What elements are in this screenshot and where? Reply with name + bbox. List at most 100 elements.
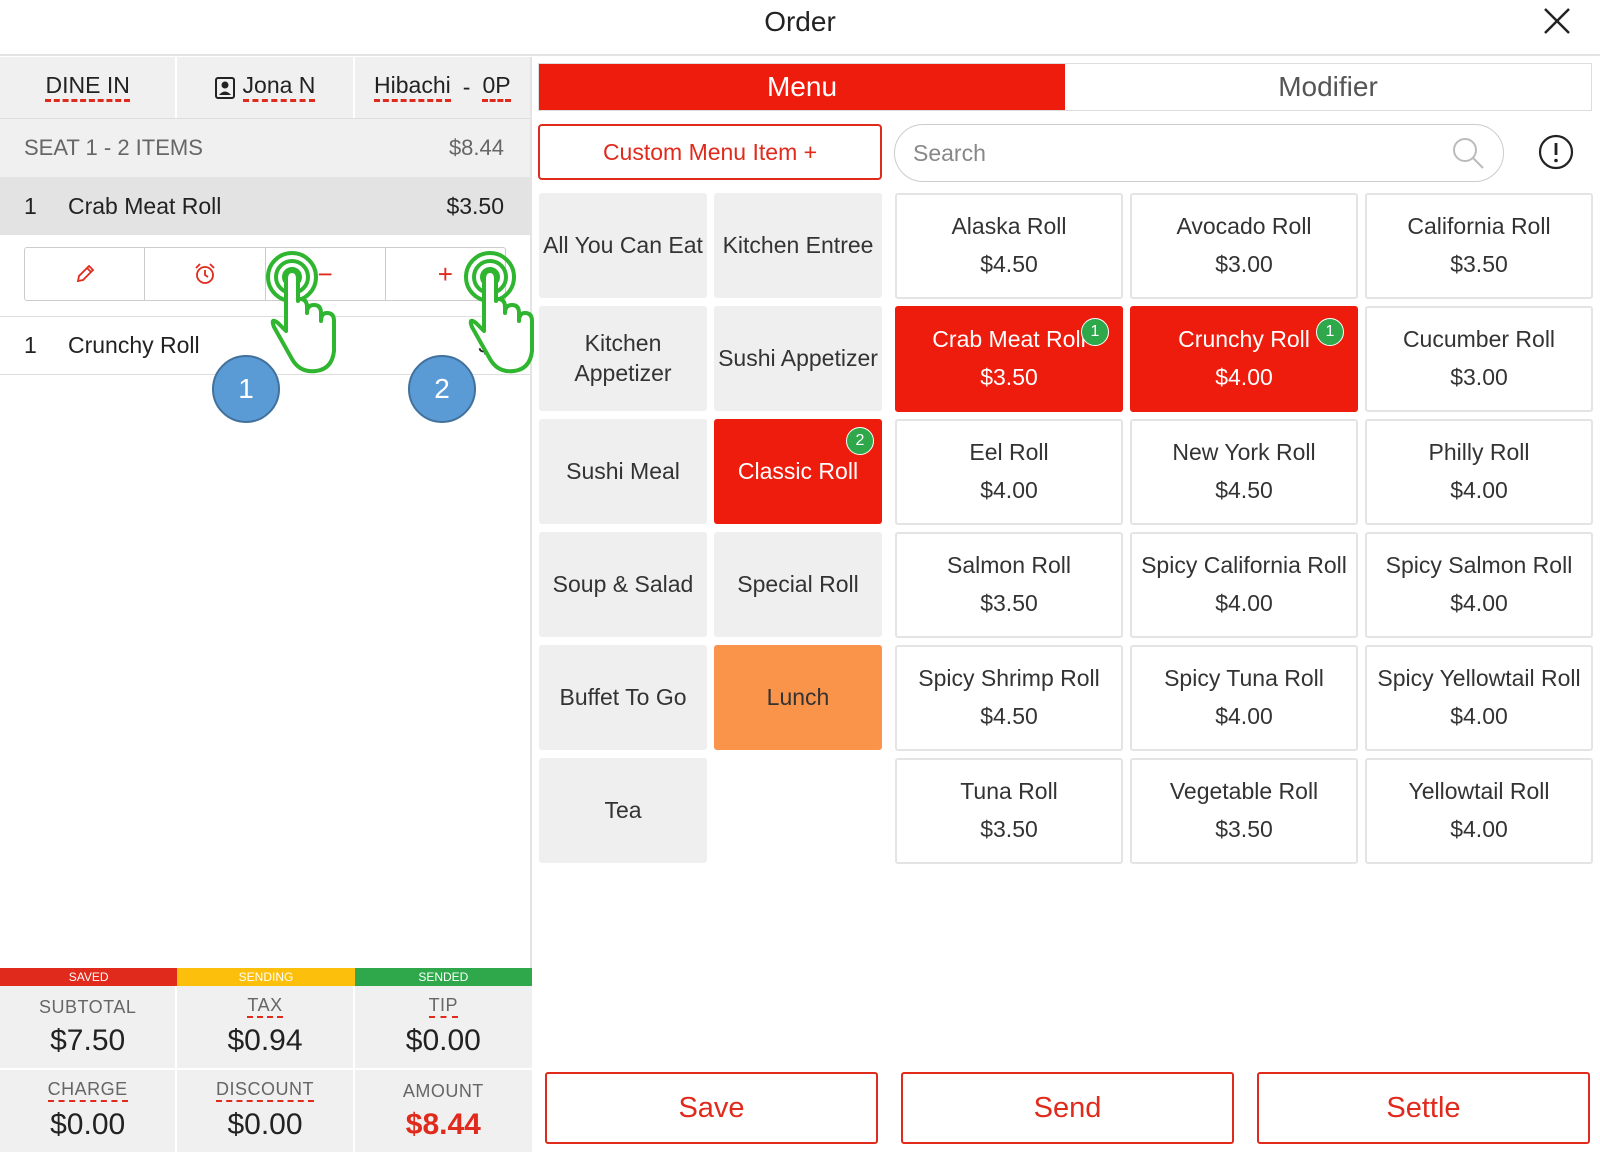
alert-icon[interactable] <box>1538 134 1574 170</box>
category-button[interactable]: Lunch <box>714 645 882 750</box>
order-type: DINE IN <box>45 73 130 102</box>
menu-item-button[interactable]: Spicy Salmon Roll $4.00 <box>1365 532 1593 638</box>
step-callout: 2 <box>408 355 476 423</box>
category-label: Lunch <box>766 683 830 710</box>
menu-item-name: Tuna Roll <box>960 778 1058 805</box>
discount-value: $0.00 <box>227 1108 303 1141</box>
menu-item-price: $4.00 <box>1450 702 1508 729</box>
charge-value: $0.00 <box>50 1108 126 1141</box>
category-button[interactable]: Kitchen Entree <box>714 193 882 298</box>
discount-label: DISCOUNT <box>215 1080 314 1102</box>
amount-label: AMOUNT <box>402 1080 484 1101</box>
menu-tabs: Menu Modifier <box>538 63 1592 111</box>
table-cell[interactable]: Hibachi - 0P <box>355 57 530 118</box>
menu-item-name: Spicy Tuna Roll <box>1164 665 1324 692</box>
menu-item-button[interactable]: Spicy Shrimp Roll $4.50 <box>895 645 1123 751</box>
menu-item-price: $4.00 <box>980 476 1038 503</box>
category-label: Special Roll <box>737 570 859 597</box>
timer-button[interactable] <box>145 248 266 300</box>
menu-item-button[interactable]: Cucumber Roll $3.00 <box>1365 306 1593 412</box>
search-icon[interactable] <box>1451 136 1485 170</box>
menu-item-price: $4.00 <box>1215 363 1273 390</box>
seat-label: SEAT 1 - 2 ITEMS <box>24 135 203 160</box>
order-line-item[interactable]: 1 Crab Meat Roll $3.50 <box>0 177 530 235</box>
category-button[interactable]: Sushi Appetizer <box>714 306 882 411</box>
menu-item-price: $4.00 <box>1450 476 1508 503</box>
alarm-clock-icon <box>195 263 215 284</box>
increase-qty-button[interactable]: + <box>437 258 453 289</box>
server-cell[interactable]: Jona N <box>177 57 355 118</box>
menu-item-button[interactable]: California Roll $3.50 <box>1365 193 1593 299</box>
count-badge: 1 <box>1081 318 1109 346</box>
charge-cell[interactable]: CHARGE $0.00 <box>0 1070 178 1154</box>
menu-item-button[interactable]: Spicy Tuna Roll $4.00 <box>1130 645 1358 751</box>
category-button[interactable]: All You Can Eat <box>539 193 707 298</box>
category-button[interactable]: Soup & Salad <box>539 532 707 637</box>
tax-cell[interactable]: TAX $0.94 <box>177 986 355 1070</box>
close-icon[interactable] <box>1542 6 1572 36</box>
menu-item-price: $4.00 <box>1215 702 1273 729</box>
order-panel: DINE IN Jona N Hibachi - 0P SEAT 1 - 2 I… <box>0 57 534 1154</box>
category-label: Kitchen Appetizer <box>574 329 672 386</box>
menu-item-button[interactable]: New York Roll $4.50 <box>1130 419 1358 525</box>
menu-item-name: Vegetable Roll <box>1169 778 1319 805</box>
tip-label: TIP <box>428 996 459 1018</box>
menu-item-button[interactable]: Spicy Yellowtail Roll $4.00 <box>1365 645 1593 751</box>
menu-item-button[interactable]: Salmon Roll $3.50 <box>895 532 1123 638</box>
person-icon <box>214 76 235 99</box>
pencil-icon <box>76 264 94 283</box>
menu-item-button[interactable]: Avocado Roll $3.00 <box>1130 193 1358 299</box>
menu-item-button[interactable]: Yellowtail Roll $4.00 <box>1365 758 1593 864</box>
menu-item-price: $3.00 <box>1450 363 1508 390</box>
category-button-selected[interactable]: Classic Roll 2 <box>714 419 882 524</box>
menu-item-name: Alaska Roll <box>951 213 1067 240</box>
order-info-row: DINE IN Jona N Hibachi - 0P <box>0 57 530 119</box>
tip-cell[interactable]: TIP $0.00 <box>354 986 532 1070</box>
menu-item-price: $4.00 <box>1450 815 1508 842</box>
search-bar <box>894 124 1504 182</box>
settle-button[interactable]: Settle <box>1257 1072 1590 1144</box>
menu-item-name: Salmon Roll <box>947 552 1071 579</box>
menu-item-button[interactable]: Spicy California Roll $4.00 <box>1130 532 1358 638</box>
category-button[interactable]: Special Roll <box>714 532 882 637</box>
menu-item-price: $4.50 <box>1215 476 1273 503</box>
save-button[interactable]: Save <box>545 1072 878 1144</box>
edit-item-button[interactable] <box>25 248 146 300</box>
order-type-cell[interactable]: DINE IN <box>0 57 178 118</box>
category-button[interactable]: Buffet To Go <box>539 645 707 750</box>
tab-modifier[interactable]: Modifier <box>1065 64 1591 110</box>
menu-item-button-selected[interactable]: Crunchy Roll $4.00 1 <box>1130 306 1358 412</box>
category-button[interactable]: Kitchen Appetizer <box>539 306 707 411</box>
menu-item-name: Eel Roll <box>969 439 1049 466</box>
custom-menu-item-button[interactable]: Custom Menu Item + <box>538 124 882 180</box>
subtotal-cell: SUBTOTAL $7.50 <box>0 986 178 1070</box>
seat-header[interactable]: SEAT 1 - 2 ITEMS $8.44 <box>0 119 530 177</box>
search-input[interactable] <box>913 139 1451 167</box>
subtotal-value: $7.50 <box>50 1023 126 1057</box>
menu-item-price: $3.00 <box>1215 250 1273 277</box>
menu-item-price: $3.50 <box>1215 815 1273 842</box>
category-label: Kitchen Entree <box>722 231 874 258</box>
page-title: Order <box>764 6 836 37</box>
menu-item-button[interactable]: Philly Roll $4.00 <box>1365 419 1593 525</box>
table-separator: - <box>462 74 471 100</box>
menu-item-name: Spicy California Roll <box>1141 552 1347 579</box>
menu-item-button[interactable]: Tuna Roll $3.50 <box>895 758 1123 864</box>
discount-cell[interactable]: DISCOUNT $0.00 <box>177 1070 355 1154</box>
menu-item-button[interactable]: Alaska Roll $4.50 <box>895 193 1123 299</box>
seat-total: $8.44 <box>448 135 504 160</box>
tap-hand-icon <box>266 251 336 374</box>
send-button[interactable]: Send <box>901 1072 1234 1144</box>
menu-item-button[interactable]: Vegetable Roll $3.50 <box>1130 758 1358 864</box>
item-qty: 1 <box>24 332 37 358</box>
menu-item-name: Avocado Roll <box>1176 213 1312 240</box>
title-bar: Order <box>0 0 1600 56</box>
decrease-qty-button[interactable]: − <box>266 248 386 300</box>
category-label: Tea <box>604 796 642 823</box>
menu-item-button-selected[interactable]: Crab Meat Roll $3.50 1 <box>895 306 1123 412</box>
menu-item-button[interactable]: Eel Roll $4.00 <box>895 419 1123 525</box>
menu-item-name: Crunchy Roll <box>1178 326 1310 353</box>
category-button[interactable]: Sushi Meal <box>539 419 707 524</box>
category-button[interactable]: Tea <box>539 758 707 863</box>
tab-menu[interactable]: Menu <box>539 64 1065 110</box>
